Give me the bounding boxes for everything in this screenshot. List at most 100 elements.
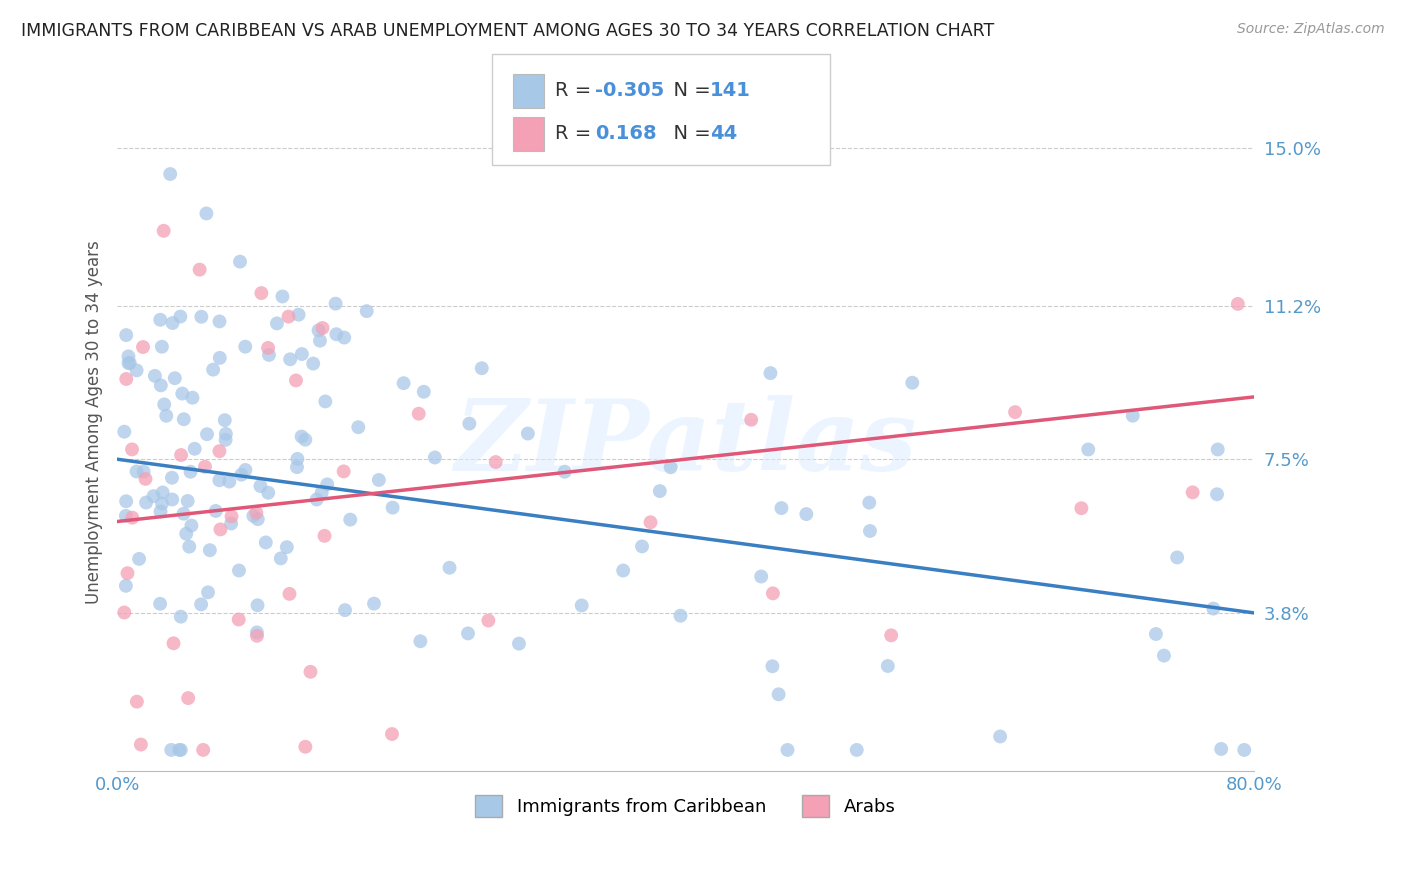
Point: [228, 564, 250, 578]
Point: [121, 442, 143, 457]
Point: [1153, 648, 1175, 663]
Text: N =: N =: [661, 81, 717, 100]
Point: [302, 357, 325, 371]
Point: [294, 433, 316, 447]
Point: [179, 540, 201, 554]
Point: [278, 587, 301, 601]
Point: [150, 496, 173, 510]
Point: [132, 340, 155, 354]
Point: [311, 485, 333, 500]
Point: [776, 743, 799, 757]
Point: [1144, 627, 1167, 641]
Point: [176, 494, 198, 508]
Point: [1070, 501, 1092, 516]
Point: [1122, 409, 1144, 423]
Point: [770, 501, 793, 516]
Point: [177, 691, 200, 706]
Legend: Immigrants from Caribbean, Arabs: Immigrants from Caribbean, Arabs: [468, 788, 903, 824]
Point: [1181, 485, 1204, 500]
Text: R =: R =: [555, 81, 598, 100]
Point: [115, 508, 138, 523]
Point: [314, 394, 336, 409]
Point: [242, 508, 264, 523]
Point: [208, 351, 231, 365]
Point: [316, 477, 339, 491]
Point: [231, 467, 253, 482]
Point: [381, 727, 404, 741]
Point: [1226, 297, 1249, 311]
Point: [859, 524, 882, 538]
Point: [180, 465, 202, 479]
Point: [347, 420, 370, 434]
Point: [170, 448, 193, 462]
Text: -0.305: -0.305: [595, 81, 664, 100]
Point: [188, 262, 211, 277]
Point: [132, 465, 155, 479]
Point: [198, 543, 221, 558]
Point: [197, 585, 219, 599]
Point: [363, 597, 385, 611]
Y-axis label: Unemployment Among Ages 30 to 34 years: Unemployment Among Ages 30 to 34 years: [86, 240, 103, 604]
Point: [190, 598, 212, 612]
Text: R =: R =: [555, 124, 598, 144]
Point: [314, 529, 336, 543]
Point: [245, 506, 267, 520]
Point: [246, 599, 269, 613]
Point: [160, 492, 183, 507]
Point: [485, 455, 508, 469]
Point: [214, 433, 236, 447]
Point: [246, 512, 269, 526]
Point: [333, 603, 356, 617]
Point: [768, 687, 790, 701]
Point: [554, 465, 576, 479]
Point: [150, 340, 173, 354]
Point: [193, 743, 215, 757]
Point: [160, 471, 183, 485]
Point: [129, 738, 152, 752]
Point: [311, 321, 333, 335]
Point: [648, 484, 671, 499]
Point: [174, 526, 197, 541]
Point: [115, 579, 138, 593]
Point: [508, 637, 530, 651]
Point: [285, 460, 308, 475]
Point: [1233, 743, 1256, 757]
Point: [246, 625, 269, 640]
Point: [152, 224, 174, 238]
Point: [392, 376, 415, 391]
Point: [162, 316, 184, 330]
Point: [1211, 742, 1233, 756]
Point: [1077, 442, 1099, 457]
Point: [762, 586, 785, 600]
Point: [170, 609, 193, 624]
Point: [458, 417, 481, 431]
Point: [181, 391, 204, 405]
Point: [190, 310, 212, 324]
Point: [153, 397, 176, 411]
Point: [195, 427, 218, 442]
Point: [325, 296, 347, 310]
Point: [152, 485, 174, 500]
Point: [218, 475, 240, 489]
Point: [128, 552, 150, 566]
Point: [170, 743, 193, 757]
Point: [277, 310, 299, 324]
Point: [250, 286, 273, 301]
Point: [214, 413, 236, 427]
Point: [659, 460, 682, 475]
Point: [143, 368, 166, 383]
Point: [299, 665, 322, 679]
Point: [571, 599, 593, 613]
Point: [381, 500, 404, 515]
Point: [285, 373, 308, 387]
Point: [209, 523, 232, 537]
Point: [172, 386, 194, 401]
Point: [1206, 442, 1229, 457]
Point: [270, 551, 292, 566]
Point: [761, 659, 783, 673]
Point: [669, 608, 692, 623]
Point: [159, 167, 181, 181]
Point: [169, 310, 191, 324]
Text: ZIPatlas: ZIPatlas: [454, 394, 917, 491]
Point: [845, 743, 868, 757]
